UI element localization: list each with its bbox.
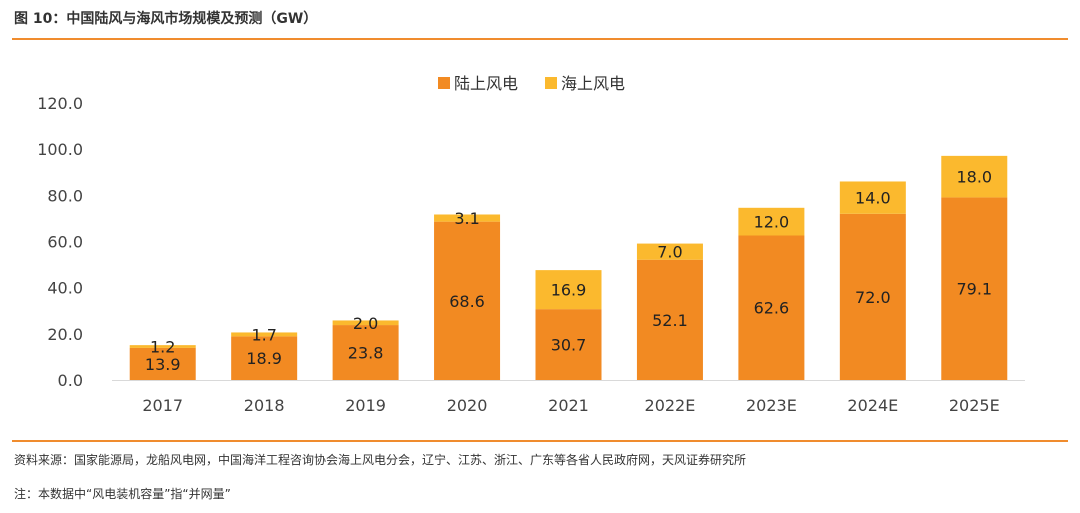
bar-value-label: 1.7 bbox=[251, 325, 276, 344]
bar-segment-offshore bbox=[839, 181, 906, 214]
source-note: 资料来源：国家能源局，龙船风电网，中国海洋工程咨询协会海上风电分会，辽宁、江苏、… bbox=[14, 453, 747, 467]
bar-segment-offshore bbox=[941, 155, 1008, 198]
legend-label-offshore: 海上风电 bbox=[561, 74, 625, 93]
bar-value-label: 7.0 bbox=[657, 243, 682, 262]
y-tick-label: 60.0 bbox=[47, 233, 83, 252]
bar-value-label: 62.6 bbox=[754, 299, 790, 318]
y-tick-label: 100.0 bbox=[37, 140, 83, 159]
bar-value-label: 18.0 bbox=[956, 168, 992, 187]
bar-value-label: 30.7 bbox=[551, 336, 587, 355]
bar-value-label: 72.0 bbox=[855, 288, 891, 307]
bar-value-label: 12.0 bbox=[754, 213, 790, 232]
x-tick-label: 2017 bbox=[142, 396, 183, 415]
y-tick-label: 40.0 bbox=[47, 279, 83, 298]
bar-segment-offshore bbox=[434, 214, 501, 222]
bar-value-label: 79.1 bbox=[956, 280, 992, 299]
bar-value-label: 3.1 bbox=[454, 209, 479, 228]
y-tick-label: 80.0 bbox=[47, 186, 83, 205]
bar-segment-onshore bbox=[434, 221, 501, 380]
bar-segment-onshore bbox=[332, 325, 399, 380]
bar-segment-onshore bbox=[535, 309, 602, 380]
bar-value-label: 16.9 bbox=[551, 281, 587, 300]
x-tick-label: 2020 bbox=[447, 396, 488, 415]
stacked-bar-chart: 0.0 20.0 40.0 60.0 80.0 100.0 120.0 13.91.2 2017… bbox=[37, 74, 1025, 415]
bar-value-label: 13.9 bbox=[145, 355, 181, 374]
bar-segment-offshore bbox=[738, 207, 805, 236]
y-tick-label: 120.0 bbox=[37, 94, 83, 113]
bar-value-label: 18.9 bbox=[246, 349, 282, 368]
bar-value-label: 23.8 bbox=[348, 344, 384, 363]
x-tick-label: 2023E bbox=[746, 396, 797, 415]
bar-value-label: 14.0 bbox=[855, 189, 891, 208]
bar-segment-onshore bbox=[941, 197, 1008, 380]
bar-value-label: 68.6 bbox=[449, 292, 485, 311]
legend-label-onshore: 陆上风电 bbox=[454, 74, 518, 93]
x-tick-label: 2018 bbox=[244, 396, 285, 415]
bar-segment-onshore bbox=[636, 259, 703, 380]
bar-segment-offshore bbox=[231, 332, 298, 337]
x-tick-label: 2024E bbox=[847, 396, 898, 415]
bar-segment-offshore bbox=[636, 243, 703, 260]
x-tick-label: 2025E bbox=[949, 396, 1000, 415]
legend-swatch-onshore bbox=[438, 77, 450, 89]
title-divider bbox=[12, 38, 1068, 40]
bar-segment-onshore bbox=[839, 213, 906, 380]
y-tick-label: 0.0 bbox=[58, 371, 83, 390]
bar-value-label: 52.1 bbox=[652, 311, 688, 330]
bar-segment-onshore bbox=[129, 347, 196, 380]
footnote: 注：本数据中“风电装机容量”指“并网量” bbox=[14, 487, 231, 501]
y-tick-label: 20.0 bbox=[47, 325, 83, 344]
x-tick-label: 2019 bbox=[345, 396, 386, 415]
legend-swatch-offshore bbox=[545, 77, 557, 89]
bar-segment-offshore bbox=[332, 320, 399, 326]
bar-segment-offshore bbox=[535, 270, 602, 310]
bar-segment-offshore bbox=[129, 345, 196, 348]
bar-segment-onshore bbox=[738, 235, 805, 380]
x-tick-label: 2021 bbox=[548, 396, 589, 415]
x-tick-label: 2022E bbox=[645, 396, 696, 415]
source-divider bbox=[12, 440, 1068, 442]
bar-segment-onshore bbox=[231, 336, 298, 380]
bar-value-label: 2.0 bbox=[353, 314, 378, 333]
figure-title: 图 10：中国陆风与海风市场规模及预测（GW） bbox=[14, 11, 318, 27]
bar-value-label: 1.2 bbox=[150, 338, 175, 357]
